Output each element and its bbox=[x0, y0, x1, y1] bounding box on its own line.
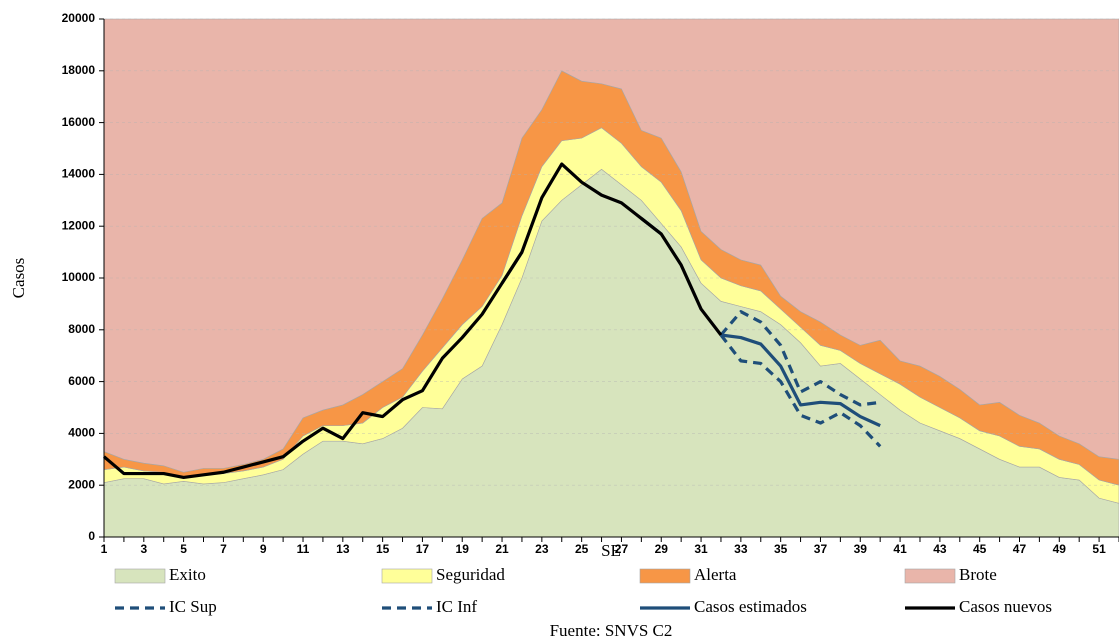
x-tick-label: 15 bbox=[376, 542, 390, 556]
x-tick-label: 25 bbox=[575, 542, 589, 556]
y-tick-label: 0 bbox=[88, 529, 95, 543]
legend-swatch bbox=[381, 568, 433, 584]
x-tick-label: 45 bbox=[973, 542, 987, 556]
y-tick-label: 16000 bbox=[62, 115, 96, 129]
x-tick-label: 29 bbox=[655, 542, 669, 556]
y-tick-label: 10000 bbox=[62, 270, 96, 284]
legend-label: Seguridad bbox=[436, 565, 505, 584]
line bbox=[719, 310, 881, 407]
line bbox=[102, 162, 723, 480]
source-note: Fuente: SNVS C2 bbox=[550, 621, 673, 640]
x-tick-label: 13 bbox=[336, 542, 350, 556]
legend-label: IC Sup bbox=[169, 597, 217, 616]
plot-area bbox=[102, 18, 1119, 538]
legend-label: Casos estimados bbox=[694, 597, 807, 616]
x-tick-label: 39 bbox=[854, 542, 868, 556]
x-tick-label: 19 bbox=[456, 542, 470, 556]
x-tick-label: 1 bbox=[101, 542, 108, 556]
x-tick-label: 11 bbox=[297, 542, 310, 556]
y-tick-label: 2000 bbox=[68, 477, 95, 491]
x-tick-label: 9 bbox=[260, 542, 267, 556]
y-axis-label: Casos bbox=[9, 258, 28, 299]
x-axis-label: SE bbox=[601, 541, 621, 560]
y-tick-label: 14000 bbox=[62, 167, 96, 181]
y-tick-label: 6000 bbox=[68, 374, 95, 388]
y-tick-label: 4000 bbox=[68, 426, 95, 440]
x-tick-label: 35 bbox=[774, 542, 788, 556]
x-tick-label: 43 bbox=[933, 542, 947, 556]
x-tick-label: 47 bbox=[1013, 542, 1027, 556]
x-tick-label: 3 bbox=[140, 542, 147, 556]
legend-label: Alerta bbox=[694, 565, 737, 584]
x-tick-label: 23 bbox=[535, 542, 549, 556]
x-tick-label: 5 bbox=[180, 542, 187, 556]
legend-swatch bbox=[639, 568, 691, 584]
x-tick-label: 27 bbox=[615, 542, 629, 556]
legend-label: Brote bbox=[959, 565, 997, 584]
x-tick-label: 49 bbox=[1053, 542, 1067, 556]
x-tick-label: 33 bbox=[734, 542, 748, 556]
x-tick-label: 21 bbox=[495, 542, 509, 556]
y-tick-label: 12000 bbox=[62, 218, 96, 232]
legend-label: Exito bbox=[169, 565, 206, 584]
y-tick-label: 18000 bbox=[62, 63, 96, 77]
y-tick-label: 8000 bbox=[68, 322, 95, 336]
legend-swatch bbox=[114, 568, 166, 584]
x-tick-label: 51 bbox=[1092, 542, 1106, 556]
legend-swatch bbox=[904, 568, 956, 584]
x-tick-label: 31 bbox=[694, 542, 708, 556]
legend-label: Casos nuevos bbox=[959, 597, 1052, 616]
x-tick-label: 37 bbox=[814, 542, 828, 556]
legend-label: IC Inf bbox=[436, 597, 477, 616]
x-tick-label: 7 bbox=[220, 542, 227, 556]
x-tick-label: 41 bbox=[893, 542, 907, 556]
x-tick-label: 17 bbox=[416, 542, 430, 556]
y-tick-label: 20000 bbox=[62, 11, 96, 25]
